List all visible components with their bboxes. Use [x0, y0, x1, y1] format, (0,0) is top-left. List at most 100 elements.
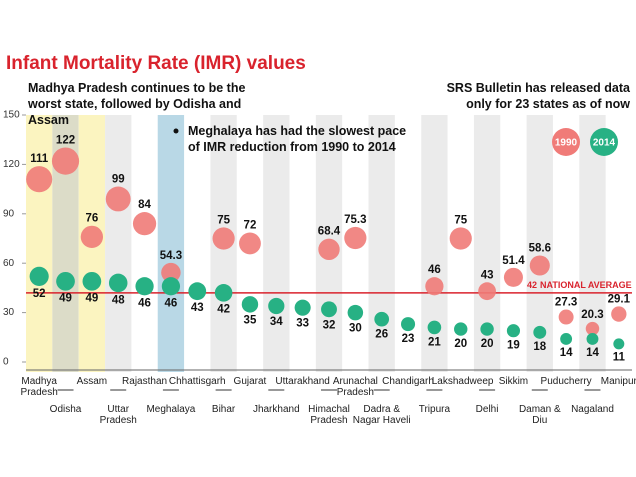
- bubble: [344, 226, 367, 250]
- bubble: [188, 282, 207, 301]
- value-label: 20: [481, 338, 494, 350]
- value-label: 42: [217, 304, 230, 316]
- x-tick-label: Odisha: [49, 404, 82, 415]
- y-tick-label: 60: [3, 258, 15, 269]
- x-tick-label: Lakshadweep: [431, 376, 494, 387]
- value-label: 49: [59, 293, 72, 305]
- value-label: 33: [296, 318, 309, 330]
- bubble: [161, 262, 181, 283]
- value-label: 46: [428, 264, 441, 276]
- x-tick-label: Arunachal Pradesh: [332, 376, 378, 398]
- bubble: [585, 321, 600, 336]
- bubble: [132, 212, 157, 236]
- bubble: [613, 338, 625, 350]
- x-tick-label: Gujarat: [233, 376, 267, 387]
- bubble: [503, 267, 523, 287]
- value-label: 34: [270, 316, 283, 328]
- y-tick-label: 150: [3, 110, 20, 121]
- value-label: 51.4: [502, 255, 525, 267]
- category-band: [157, 115, 185, 372]
- bubble: [454, 322, 468, 336]
- value-label: 84: [138, 199, 151, 211]
- bubble: [108, 273, 128, 293]
- bubble: [558, 309, 574, 325]
- bubble: [212, 227, 235, 250]
- value-label: 14: [560, 347, 573, 359]
- x-tick-label: Tripura: [418, 404, 451, 415]
- category-band: [263, 115, 290, 372]
- x-tick-label: Bihar: [211, 404, 236, 415]
- bubble: [241, 296, 259, 313]
- category-band: [26, 115, 53, 372]
- value-label: 35: [244, 315, 257, 327]
- bubble: [449, 227, 472, 250]
- annotation: SRS Bulletin has released data only for …: [446, 81, 630, 111]
- chart-title: Infant Mortality Rate (IMR) values: [6, 53, 306, 74]
- value-label: 68.4: [318, 226, 341, 238]
- bubble: [560, 333, 573, 345]
- x-tick-label: Jharkhand: [252, 404, 300, 415]
- value-label: 49: [85, 293, 98, 305]
- bubble: [427, 320, 442, 335]
- bubble: [506, 324, 521, 338]
- bubble: [51, 147, 80, 175]
- category-band: [105, 115, 132, 372]
- bubble: [82, 271, 102, 291]
- x-tick-label: Daman & Diu: [518, 404, 561, 426]
- category-band: [368, 115, 395, 372]
- legend-label: 2014: [593, 138, 616, 149]
- value-label: 75.3: [344, 214, 366, 226]
- x-tick-label: Rajasthan: [122, 376, 168, 387]
- bubble: [268, 297, 285, 315]
- value-label: 58.6: [529, 242, 551, 254]
- bubble: [478, 282, 496, 301]
- bubble: [80, 225, 104, 249]
- legend-swatch: [590, 128, 618, 156]
- bubble: [425, 277, 444, 296]
- bubble: [318, 238, 340, 261]
- value-label: 27.3: [555, 297, 577, 309]
- bubble: [214, 284, 233, 302]
- bubble: [26, 166, 53, 193]
- annotation-bullet: [173, 128, 179, 134]
- x-tick-label: Himachal Pradesh: [308, 404, 350, 426]
- value-label: 46: [165, 297, 178, 309]
- x-tick-label: Manipur: [600, 376, 636, 387]
- bubble: [56, 271, 75, 291]
- value-label: 43: [191, 302, 204, 314]
- bubble: [480, 322, 494, 336]
- x-tick-label: Puducherry: [540, 376, 592, 387]
- bubble: [294, 299, 311, 316]
- annotation: Madhya Pradesh continues to be the worst…: [28, 81, 246, 127]
- value-label: 52: [33, 288, 46, 300]
- x-tick-label: Meghalaya: [146, 404, 196, 415]
- value-label: 43: [481, 269, 494, 281]
- value-label: 30: [349, 322, 362, 334]
- value-label: 76: [85, 213, 98, 225]
- legend-swatch: [552, 128, 580, 156]
- value-label: 20.3: [581, 309, 603, 321]
- value-label: 19: [507, 339, 520, 351]
- x-tick-label: Nagaland: [571, 404, 614, 415]
- value-label: 54.3: [160, 250, 182, 262]
- bubble: [533, 325, 547, 339]
- x-tick-label: Madhya Pradesh: [20, 376, 58, 398]
- x-tick-label: Assam: [76, 376, 108, 387]
- reference-value: 42: [527, 280, 537, 290]
- bubble: [374, 311, 390, 327]
- bubble: [347, 304, 364, 321]
- value-label: 18: [533, 341, 546, 353]
- bubble: [105, 186, 131, 212]
- x-tick-label: Chhattisgarh: [168, 376, 226, 387]
- y-tick-label: 30: [3, 307, 15, 318]
- bubble: [401, 317, 416, 332]
- value-label: 99: [112, 174, 125, 186]
- bubble: [586, 333, 599, 345]
- bubble: [529, 255, 550, 276]
- value-label: 20: [454, 338, 467, 350]
- value-label: 75: [454, 214, 467, 226]
- bubble: [161, 277, 181, 296]
- value-label: 21: [428, 336, 441, 348]
- x-tick-label: Sikkim: [498, 376, 529, 387]
